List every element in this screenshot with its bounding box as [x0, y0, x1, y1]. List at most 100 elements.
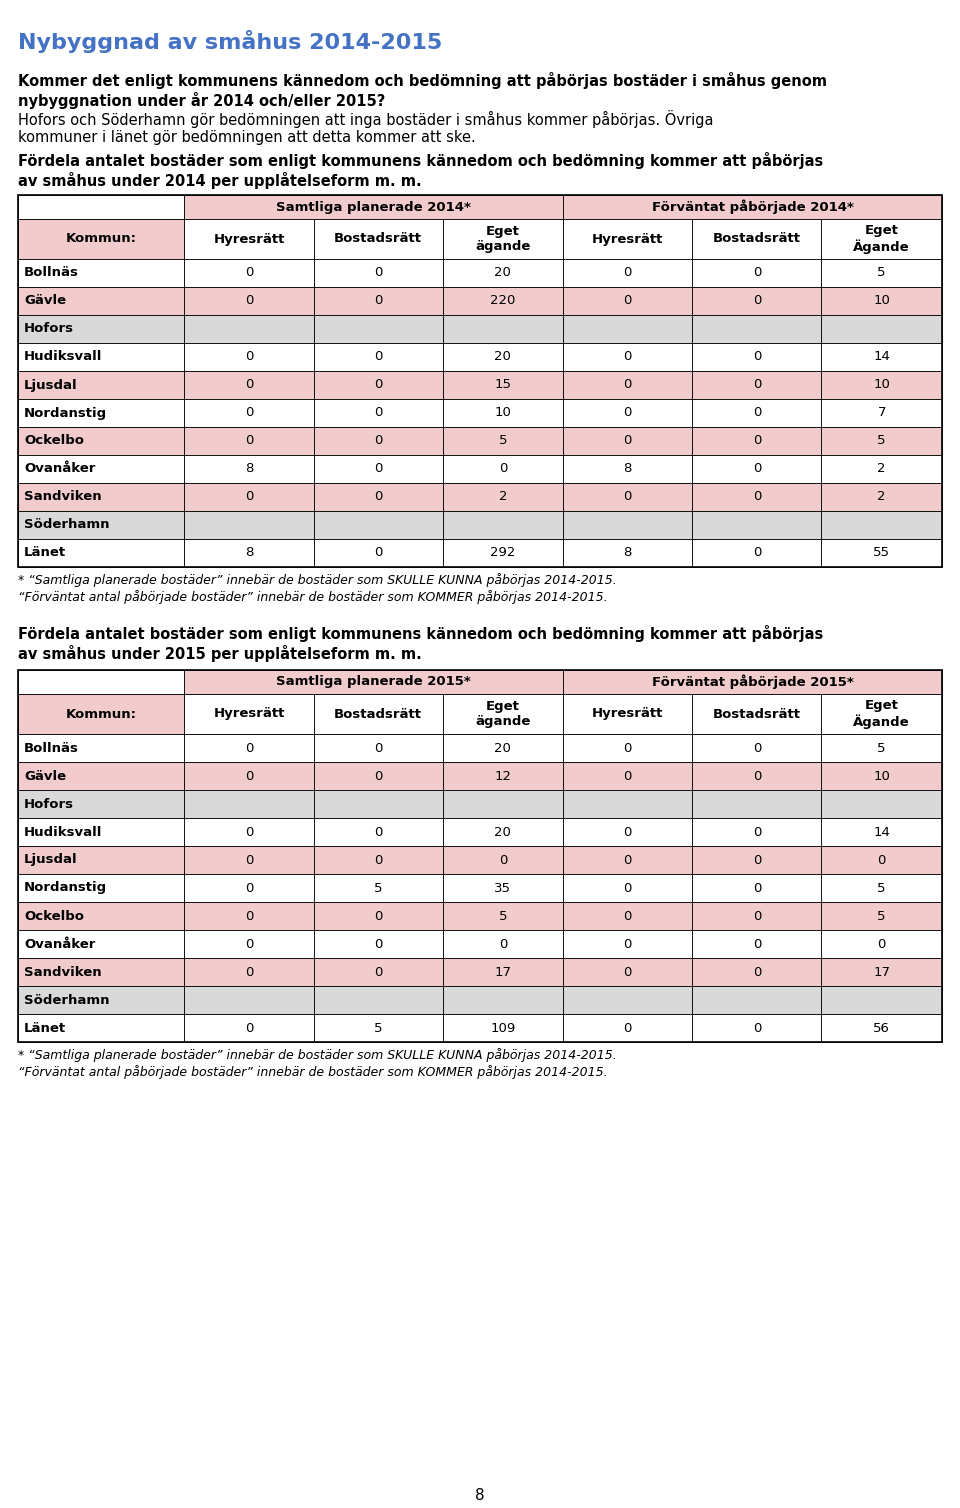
Text: 109: 109 [491, 1021, 516, 1034]
Text: Hyresrätt: Hyresrätt [213, 707, 285, 721]
Text: Ovanåker: Ovanåker [24, 938, 95, 950]
Text: Hyresrätt: Hyresrätt [592, 707, 663, 721]
Bar [692, 427, 822, 455]
Text: * “Samtliga planerade bostäder” innebär de bostäder som SKULLE KUNNA påbörjas 20: * “Samtliga planerade bostäder” innebär … [18, 573, 616, 587]
Text: 20: 20 [494, 267, 512, 279]
Bar [564, 817, 692, 846]
Text: Bollnäs: Bollnäs [24, 267, 79, 279]
Bar [692, 986, 822, 1013]
Bar [18, 455, 184, 483]
Text: 0: 0 [624, 434, 632, 448]
Bar [184, 694, 314, 734]
Text: 0: 0 [624, 909, 632, 923]
Bar [564, 762, 692, 790]
Bar [184, 790, 314, 817]
Bar [692, 930, 822, 958]
Bar [822, 371, 942, 400]
Bar [564, 875, 692, 902]
Text: 0: 0 [753, 909, 761, 923]
Bar [18, 538, 184, 567]
Bar [692, 219, 822, 259]
Bar [564, 259, 692, 287]
Text: 0: 0 [373, 267, 382, 279]
Text: 0: 0 [245, 294, 253, 308]
Text: 0: 0 [753, 742, 761, 754]
Text: Hofors och Söderhamn gör bedömningen att inga bostäder i småhus kommer påbörjas.: Hofors och Söderhamn gör bedömningen att… [18, 110, 713, 145]
Text: 55: 55 [874, 546, 890, 559]
Text: 5: 5 [877, 742, 886, 754]
Text: 0: 0 [245, 769, 253, 783]
Bar [564, 219, 692, 259]
Bar [564, 930, 692, 958]
Bar [564, 902, 692, 930]
Bar [443, 1013, 564, 1042]
Text: 5: 5 [373, 1021, 382, 1034]
Bar [184, 986, 314, 1013]
Bar [443, 315, 564, 342]
Bar [18, 195, 184, 219]
Bar [692, 400, 822, 427]
Text: 0: 0 [624, 825, 632, 838]
Bar [314, 875, 443, 902]
Text: “Förväntat antal påbörjade bostäder” innebär de bostäder som KOMMER påbörjas 201: “Förväntat antal påbörjade bostäder” inn… [18, 590, 608, 605]
Text: 0: 0 [499, 854, 507, 867]
Text: Gävle: Gävle [24, 294, 66, 308]
Bar [822, 342, 942, 371]
Bar [443, 427, 564, 455]
Text: 0: 0 [624, 490, 632, 504]
Bar [184, 902, 314, 930]
Bar [18, 986, 184, 1013]
Bar [314, 287, 443, 315]
Text: 15: 15 [494, 379, 512, 392]
Text: 0: 0 [624, 882, 632, 894]
Text: 0: 0 [373, 909, 382, 923]
Text: 5: 5 [373, 882, 382, 894]
Bar [692, 902, 822, 930]
Bar [18, 400, 184, 427]
Text: 20: 20 [494, 742, 512, 754]
Text: 0: 0 [624, 267, 632, 279]
Text: 0: 0 [373, 938, 382, 950]
Bar [564, 958, 692, 986]
Bar [822, 817, 942, 846]
Bar [564, 538, 692, 567]
Bar [692, 342, 822, 371]
Text: Bostadsrätt: Bostadsrätt [713, 707, 801, 721]
Bar [18, 958, 184, 986]
Bar [443, 483, 564, 511]
Bar [692, 315, 822, 342]
Text: Bollnäs: Bollnäs [24, 742, 79, 754]
Bar [184, 371, 314, 400]
Bar [18, 762, 184, 790]
Bar [314, 694, 443, 734]
Text: 0: 0 [245, 825, 253, 838]
Bar [314, 511, 443, 538]
Text: 0: 0 [753, 882, 761, 894]
Bar [18, 846, 184, 875]
Text: Ockelbo: Ockelbo [24, 434, 84, 448]
Text: Sandviken: Sandviken [24, 490, 102, 504]
Bar [822, 694, 942, 734]
Bar [692, 846, 822, 875]
Bar [184, 315, 314, 342]
Bar [443, 287, 564, 315]
Bar [18, 259, 184, 287]
Text: Samtliga planerade 2015*: Samtliga planerade 2015* [276, 676, 471, 689]
Bar [18, 287, 184, 315]
Text: Hyresrätt: Hyresrätt [213, 232, 285, 246]
Bar [822, 427, 942, 455]
Text: 0: 0 [245, 407, 253, 419]
Text: Eget
Ägande: Eget Ägande [853, 225, 910, 253]
Bar [564, 670, 942, 694]
Text: Fördela antalet bostäder som enligt kommunens kännedom och bedömning kommer att : Fördela antalet bostäder som enligt komm… [18, 152, 824, 188]
Bar [184, 1013, 314, 1042]
Bar [314, 930, 443, 958]
Text: 8: 8 [624, 463, 632, 475]
Text: 292: 292 [491, 546, 516, 559]
Text: 5: 5 [877, 882, 886, 894]
Bar [822, 875, 942, 902]
Bar [564, 427, 692, 455]
Text: 0: 0 [373, 407, 382, 419]
Bar [184, 734, 314, 762]
Bar [822, 1013, 942, 1042]
